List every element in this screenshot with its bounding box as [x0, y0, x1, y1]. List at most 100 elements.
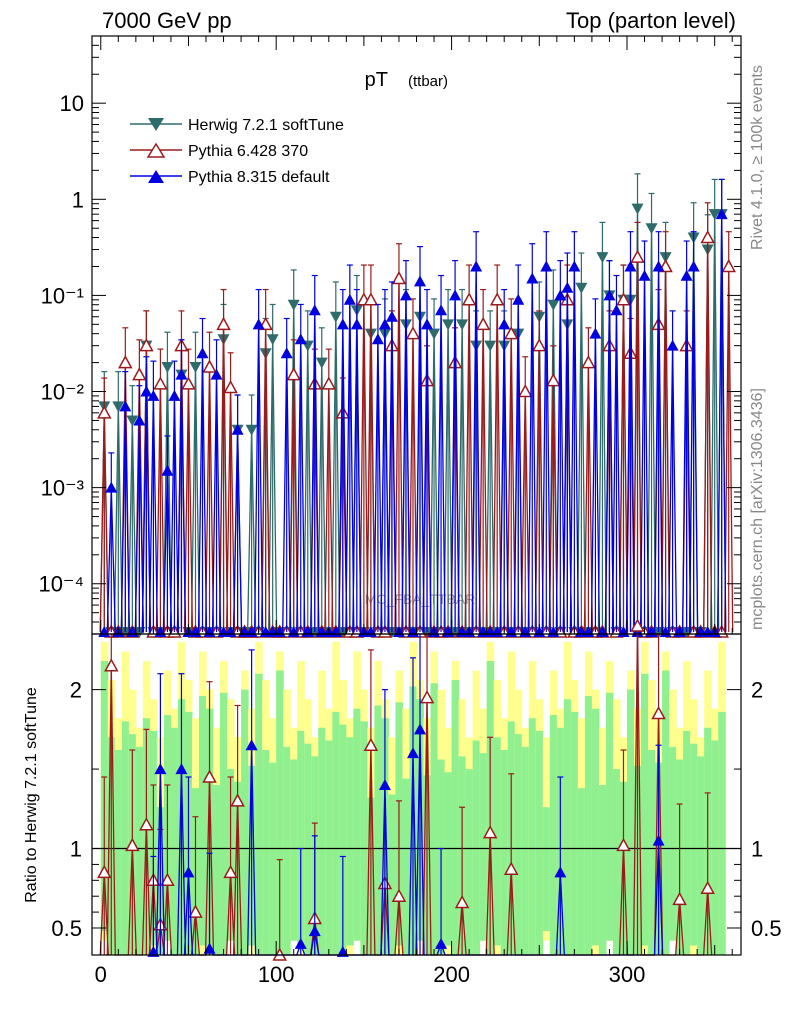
ratio-y-tick-label-right: 0.5 [751, 916, 782, 941]
uncertainty-band-green [388, 794, 396, 955]
data-point-marker [603, 289, 616, 301]
data-point-marker [484, 340, 497, 352]
data-point-marker [181, 376, 196, 390]
uncertainty-band-green [339, 724, 347, 955]
x-tick-label: 200 [433, 962, 470, 987]
uncertainty-band-green [626, 689, 635, 955]
data-point-marker [104, 658, 119, 672]
ratio-y-tick-label-right: 2 [751, 678, 763, 703]
uncertainty-band-green [318, 727, 326, 955]
data-point-marker [119, 627, 132, 638]
data-point-marker [266, 334, 279, 346]
data-point-marker [596, 252, 609, 264]
data-point-marker [680, 269, 693, 281]
uncertainty-band-green [570, 711, 579, 955]
data-point-marker [203, 942, 216, 954]
uncertainty-band-green [690, 743, 698, 946]
data-point-marker [336, 945, 349, 957]
data-point-marker [503, 861, 519, 875]
data-point-marker [630, 618, 645, 632]
data-point-marker [512, 293, 525, 305]
data-point-marker [230, 793, 245, 807]
x-tick-label: 0 [95, 962, 107, 987]
data-point-marker [554, 289, 567, 301]
data-point-marker [97, 864, 112, 879]
uncertainty-band-green [598, 784, 607, 955]
data-point-marker [132, 367, 147, 381]
data-point-marker [672, 891, 687, 906]
data-point-marker [97, 405, 112, 419]
x-tick-label: 100 [258, 962, 295, 987]
uncertainty-band-green [353, 708, 361, 941]
uncertainty-band-green [220, 692, 228, 955]
data-point-marker [638, 269, 651, 281]
data-point-marker [526, 272, 539, 284]
ratio-panel-frame [91, 633, 742, 956]
data-point-marker [321, 376, 337, 390]
data-point-marker [280, 347, 293, 359]
uncertainty-band-green [402, 778, 410, 955]
data-point-marker [210, 368, 223, 380]
main-y-tick-label: 10⁻⁴ [38, 572, 84, 597]
header-left: 7000 GeV pp [102, 8, 232, 33]
data-point-marker [630, 249, 645, 263]
data-point-marker [216, 316, 231, 331]
uncertainty-band-green [465, 769, 474, 955]
data-point-marker [616, 837, 631, 852]
data-point-marker [561, 281, 574, 293]
data-point-marker [391, 270, 407, 285]
data-point-marker [153, 376, 168, 390]
uncertainty-band-green [662, 670, 670, 955]
main-y-tick-label: 1 [72, 187, 84, 212]
data-point-marker [118, 355, 133, 369]
data-point-marker [449, 627, 462, 638]
uncertainty-band-green [479, 753, 488, 941]
uncertainty-band-green [444, 772, 453, 946]
data-point-marker [223, 379, 238, 394]
data-point-marker [405, 326, 421, 340]
uncertainty-band-green [563, 699, 572, 955]
uncertainty-band-green [346, 737, 354, 946]
uncertainty-band-green [648, 750, 656, 955]
data-point-marker [286, 367, 301, 381]
data-point-marker [666, 339, 679, 351]
data-point-marker [616, 292, 631, 306]
data-point-marker [687, 260, 700, 272]
data-point-marker [126, 415, 139, 427]
data-point-marker [189, 361, 202, 373]
data-point-marker [231, 423, 244, 435]
data-point-marker [435, 304, 448, 316]
uncertainty-band-green [711, 740, 719, 955]
data-point-marker [652, 260, 665, 272]
uncertainty-band-green [121, 721, 130, 955]
data-point-marker [202, 359, 217, 373]
data-point-marker [378, 778, 391, 790]
data-point-marker [133, 414, 146, 426]
data-point-marker [575, 282, 588, 294]
data-point-marker [363, 292, 379, 306]
data-point-marker [399, 289, 412, 301]
legend-marker-herwig [148, 118, 164, 131]
plot-title: pT [365, 69, 388, 91]
data-point-marker [175, 368, 188, 380]
data-point-marker [475, 316, 491, 331]
main-y-tick-label: 10⁻² [41, 380, 84, 405]
uncertainty-band-green [577, 788, 586, 955]
data-point-marker [139, 338, 154, 352]
uncertainty-band-green [269, 762, 277, 955]
data-point-marker [546, 373, 561, 387]
uncertainty-band-green [542, 807, 551, 932]
data-point-marker [223, 864, 238, 879]
uncertainty-band-green [255, 673, 263, 955]
data-point-marker [308, 304, 321, 316]
uncertainty-band-green [198, 695, 207, 946]
data-point-marker [168, 389, 181, 401]
data-point-marker [112, 401, 125, 413]
data-point-marker [139, 817, 154, 831]
data-point-marker [140, 385, 153, 397]
data-point-marker [428, 328, 441, 340]
data-point-marker [498, 318, 511, 330]
data-point-marker [449, 289, 462, 301]
plot-title-sub: (ttbar) [408, 73, 448, 90]
